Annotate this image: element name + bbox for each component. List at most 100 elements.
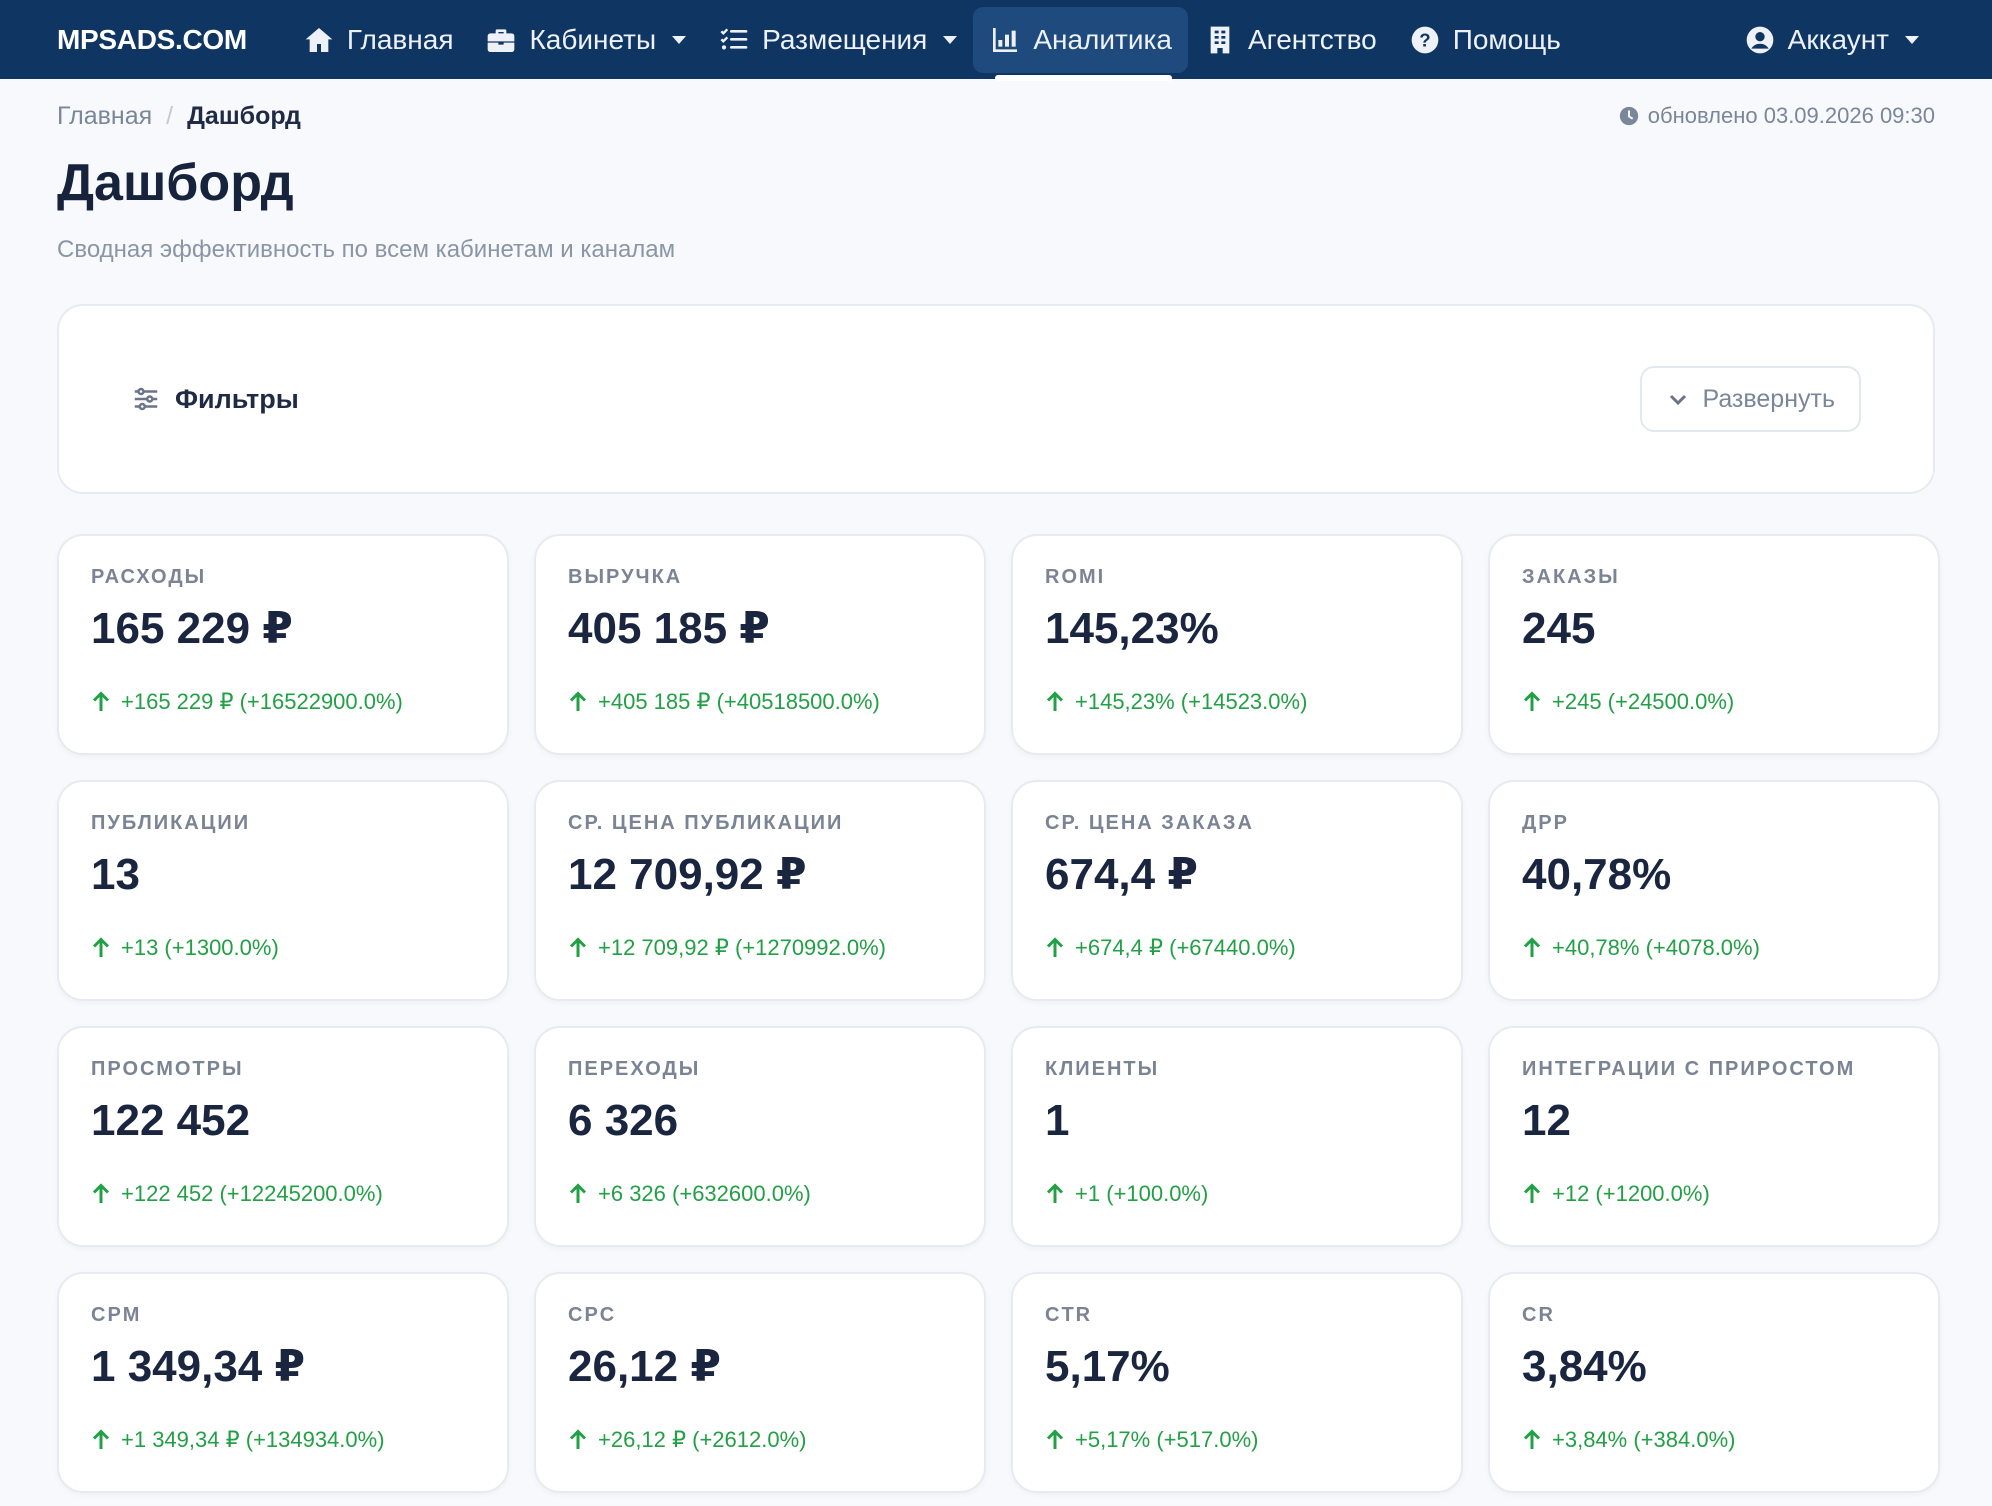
- nav-item-home[interactable]: Главная: [287, 7, 470, 73]
- metric-card: Переходы 6 326 +6 326 (+632600.0%): [534, 1026, 986, 1248]
- breadcrumb-home-link[interactable]: Главная: [57, 101, 153, 130]
- metric-delta: +1 (+100.0%): [1045, 1181, 1429, 1207]
- metric-label: Просмотры: [91, 1058, 244, 1081]
- arrow-up-icon: [1523, 937, 1541, 958]
- arrow-up-icon: [569, 937, 587, 958]
- metric-label: Ср. цена публикации: [568, 812, 844, 835]
- metric-label: Выручка: [568, 566, 683, 589]
- metric-delta-text: +674,4 ₽ (+67440.0%): [1075, 935, 1296, 961]
- arrow-up-icon: [1523, 1183, 1541, 1204]
- arrow-up-icon: [92, 1429, 110, 1450]
- metric-value: 26,12 ₽: [568, 1342, 721, 1392]
- nav-item-label: Размещения: [762, 23, 928, 55]
- breadcrumb: Главная / Дашборд: [57, 102, 301, 131]
- arrow-up-icon: [1046, 1429, 1064, 1450]
- metric-value: 145,23%: [1045, 604, 1219, 654]
- metric-delta: +5,17% (+517.0%): [1045, 1427, 1429, 1453]
- metric-label: CPM: [91, 1304, 142, 1327]
- home-icon: [305, 27, 333, 52]
- metric-value: 12: [1522, 1096, 1571, 1146]
- metric-value: 40,78%: [1522, 850, 1672, 900]
- chevron-down-icon: [1905, 35, 1919, 44]
- metric-delta: +6 326 (+632600.0%): [568, 1181, 952, 1207]
- metric-delta-text: +40,78% (+4078.0%): [1552, 935, 1760, 961]
- metric-label: Переходы: [568, 1058, 701, 1081]
- metric-card: Просмотры 122 452 +122 452 (+12245200.0%): [57, 1026, 509, 1248]
- metric-delta-text: +13 (+1300.0%): [121, 935, 279, 961]
- nav-item-label: Главная: [346, 23, 454, 55]
- arrow-up-icon: [1523, 1429, 1541, 1450]
- metric-value: 6 326: [568, 1096, 679, 1146]
- metric-card: Клиенты 1 +1 (+100.0%): [1011, 1026, 1463, 1248]
- top-navbar: MPSADS.COM Главная Кабинеты Размещения А…: [0, 0, 1992, 81]
- nav-item-agency[interactable]: Агентство: [1188, 7, 1393, 73]
- page-subtitle: Сводная эффективность по всем кабинетам …: [57, 236, 676, 264]
- nav-item-analytics[interactable]: Аналитика: [973, 6, 1188, 81]
- nav-item-cabinets[interactable]: Кабинеты: [469, 7, 702, 73]
- metric-card: Расходы 165 229 ₽ +165 229 ₽ (+16522900.0%…: [57, 534, 509, 756]
- last-updated-text: обновлено 03.09.2026 09:30: [1647, 103, 1935, 128]
- account-menu[interactable]: Аккаунт: [1728, 7, 1935, 73]
- metric-card: CR 3,84% +3,84% (+384.0%): [1488, 1272, 1940, 1494]
- arrow-up-icon: [92, 1183, 110, 1204]
- metric-delta: +1 349,34 ₽ (+134934.0%): [91, 1427, 475, 1453]
- metric-delta: +165 229 ₽ (+16522900.0%): [91, 689, 475, 715]
- metric-delta: +13 (+1300.0%): [91, 935, 475, 961]
- metric-value: 122 452: [91, 1096, 251, 1146]
- nav-item-label: Помощь: [1452, 23, 1561, 55]
- metric-label: Расходы: [91, 566, 207, 589]
- metric-card: ДРР 40,78% +40,78% (+4078.0%): [1488, 780, 1940, 1002]
- metric-delta-text: +3,84% (+384.0%): [1552, 1427, 1736, 1453]
- clock-icon: [1619, 106, 1638, 126]
- metric-card: ROMI 145,23% +145,23% (+14523.0%): [1011, 534, 1463, 756]
- metric-label: Публикации: [91, 812, 251, 835]
- filters-header: Фильтры: [131, 384, 299, 415]
- header-topline: Главная / Дашборд обновлено 03.09.2026 0…: [57, 79, 1935, 153]
- metric-label: Клиенты: [1045, 1058, 1160, 1081]
- metric-value: 1 349,34 ₽: [91, 1342, 306, 1392]
- nav-item-help[interactable]: ? Помощь: [1393, 7, 1577, 73]
- chevron-down-icon: [1670, 395, 1687, 406]
- metric-label: ДРР: [1522, 812, 1569, 835]
- page-title: Дашборд: [57, 154, 294, 212]
- arrow-up-icon: [569, 691, 587, 712]
- metric-card: Ср. цена публикации 12 709,92 ₽ +12 709,92…: [534, 780, 986, 1002]
- arrow-up-icon: [1523, 691, 1541, 712]
- metric-delta-text: +12 (+1200.0%): [1552, 1181, 1710, 1207]
- metric-label: Интеграции с приростом: [1522, 1058, 1856, 1081]
- brand-logo[interactable]: MPSADS.COM: [57, 23, 247, 55]
- metric-card: Публикации 13 +13 (+1300.0%): [57, 780, 509, 1002]
- metric-delta-text: +1 (+100.0%): [1075, 1181, 1209, 1207]
- metric-delta: +674,4 ₽ (+67440.0%): [1045, 935, 1429, 961]
- list-check-icon: [720, 27, 748, 49]
- account-label: Аккаунт: [1787, 23, 1889, 55]
- metric-card: CPC 26,12 ₽ +26,12 ₽ (+2612.0%): [534, 1272, 986, 1494]
- arrow-up-icon: [92, 937, 110, 958]
- metric-delta: +245 (+24500.0%): [1522, 689, 1906, 715]
- arrow-up-icon: [569, 1183, 587, 1204]
- arrow-up-icon: [569, 1429, 587, 1450]
- metric-delta: +122 452 (+12245200.0%): [91, 1181, 475, 1207]
- nav-items: Главная Кабинеты Размещения Аналитика Аг…: [287, 0, 1577, 81]
- metric-value: 674,4 ₽: [1045, 850, 1198, 900]
- metric-value: 245: [1522, 604, 1596, 654]
- metric-label: CR: [1522, 1304, 1555, 1327]
- arrow-up-icon: [1046, 1183, 1064, 1204]
- chevron-down-icon: [943, 35, 958, 44]
- metric-label: CTR: [1045, 1304, 1093, 1327]
- nav-item-placements[interactable]: Размещения: [702, 7, 973, 73]
- arrow-up-icon: [1046, 691, 1064, 712]
- main-content: Главная / Дашборд обновлено 03.09.2026 0…: [0, 79, 1992, 1494]
- building-icon: [1210, 26, 1230, 53]
- metric-card: Интеграции с приростом 12 +12 (+1200.0%): [1488, 1026, 1940, 1248]
- metric-card: CTR 5,17% +5,17% (+517.0%): [1011, 1272, 1463, 1494]
- metric-delta: +3,84% (+384.0%): [1522, 1427, 1906, 1453]
- expand-filters-button[interactable]: Развернуть: [1640, 366, 1861, 433]
- metric-delta-text: +6 326 (+632600.0%): [598, 1181, 811, 1207]
- metric-delta: +405 185 ₽ (+40518500.0%): [568, 689, 952, 715]
- metric-value: 13: [91, 850, 140, 900]
- filters-title: Фильтры: [175, 383, 299, 414]
- arrow-up-icon: [92, 691, 110, 712]
- arrow-up-icon: [1046, 937, 1064, 958]
- user-circle-icon: [1746, 26, 1773, 53]
